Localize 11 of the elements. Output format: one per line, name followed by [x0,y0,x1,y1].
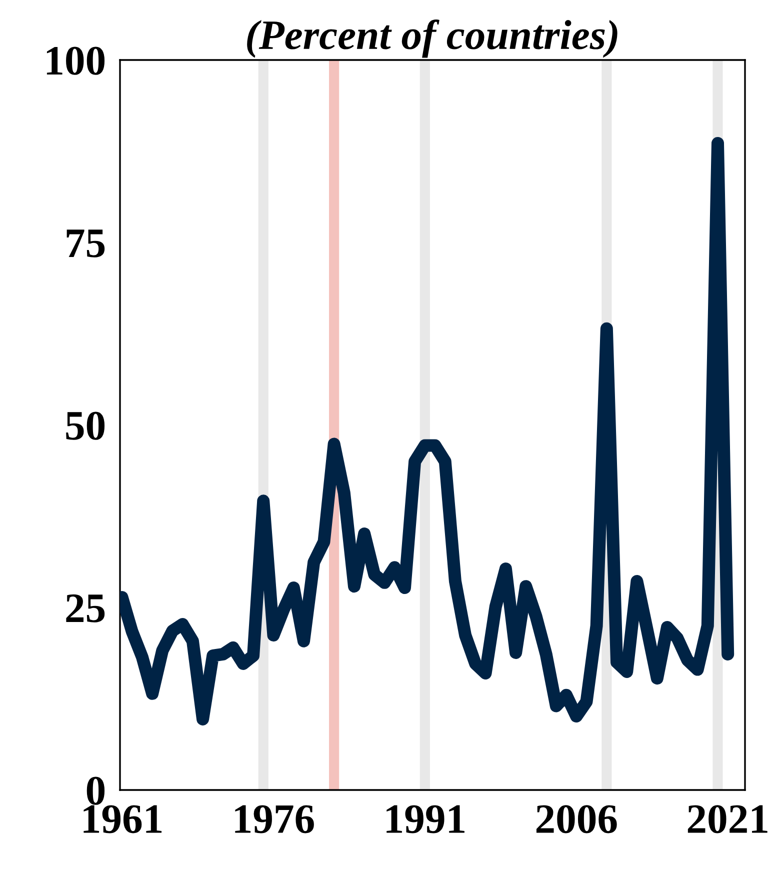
chart-subtitle: (Percent of countries) [247,20,618,58]
y-tick-label: 0 [86,776,105,805]
x-tick-label: 2021 [688,805,768,834]
x-tick-label: 1961 [84,805,162,834]
y-tick-label: 25 [66,594,105,622]
x-tick-label: 2006 [536,805,617,834]
x-tick-label: 1976 [235,805,314,834]
y-tick-label: 75 [66,230,105,258]
y-tick-label: 50 [66,412,105,440]
y-tick-label: 100 [46,46,105,75]
x-tick-label: 1991 [386,805,464,834]
